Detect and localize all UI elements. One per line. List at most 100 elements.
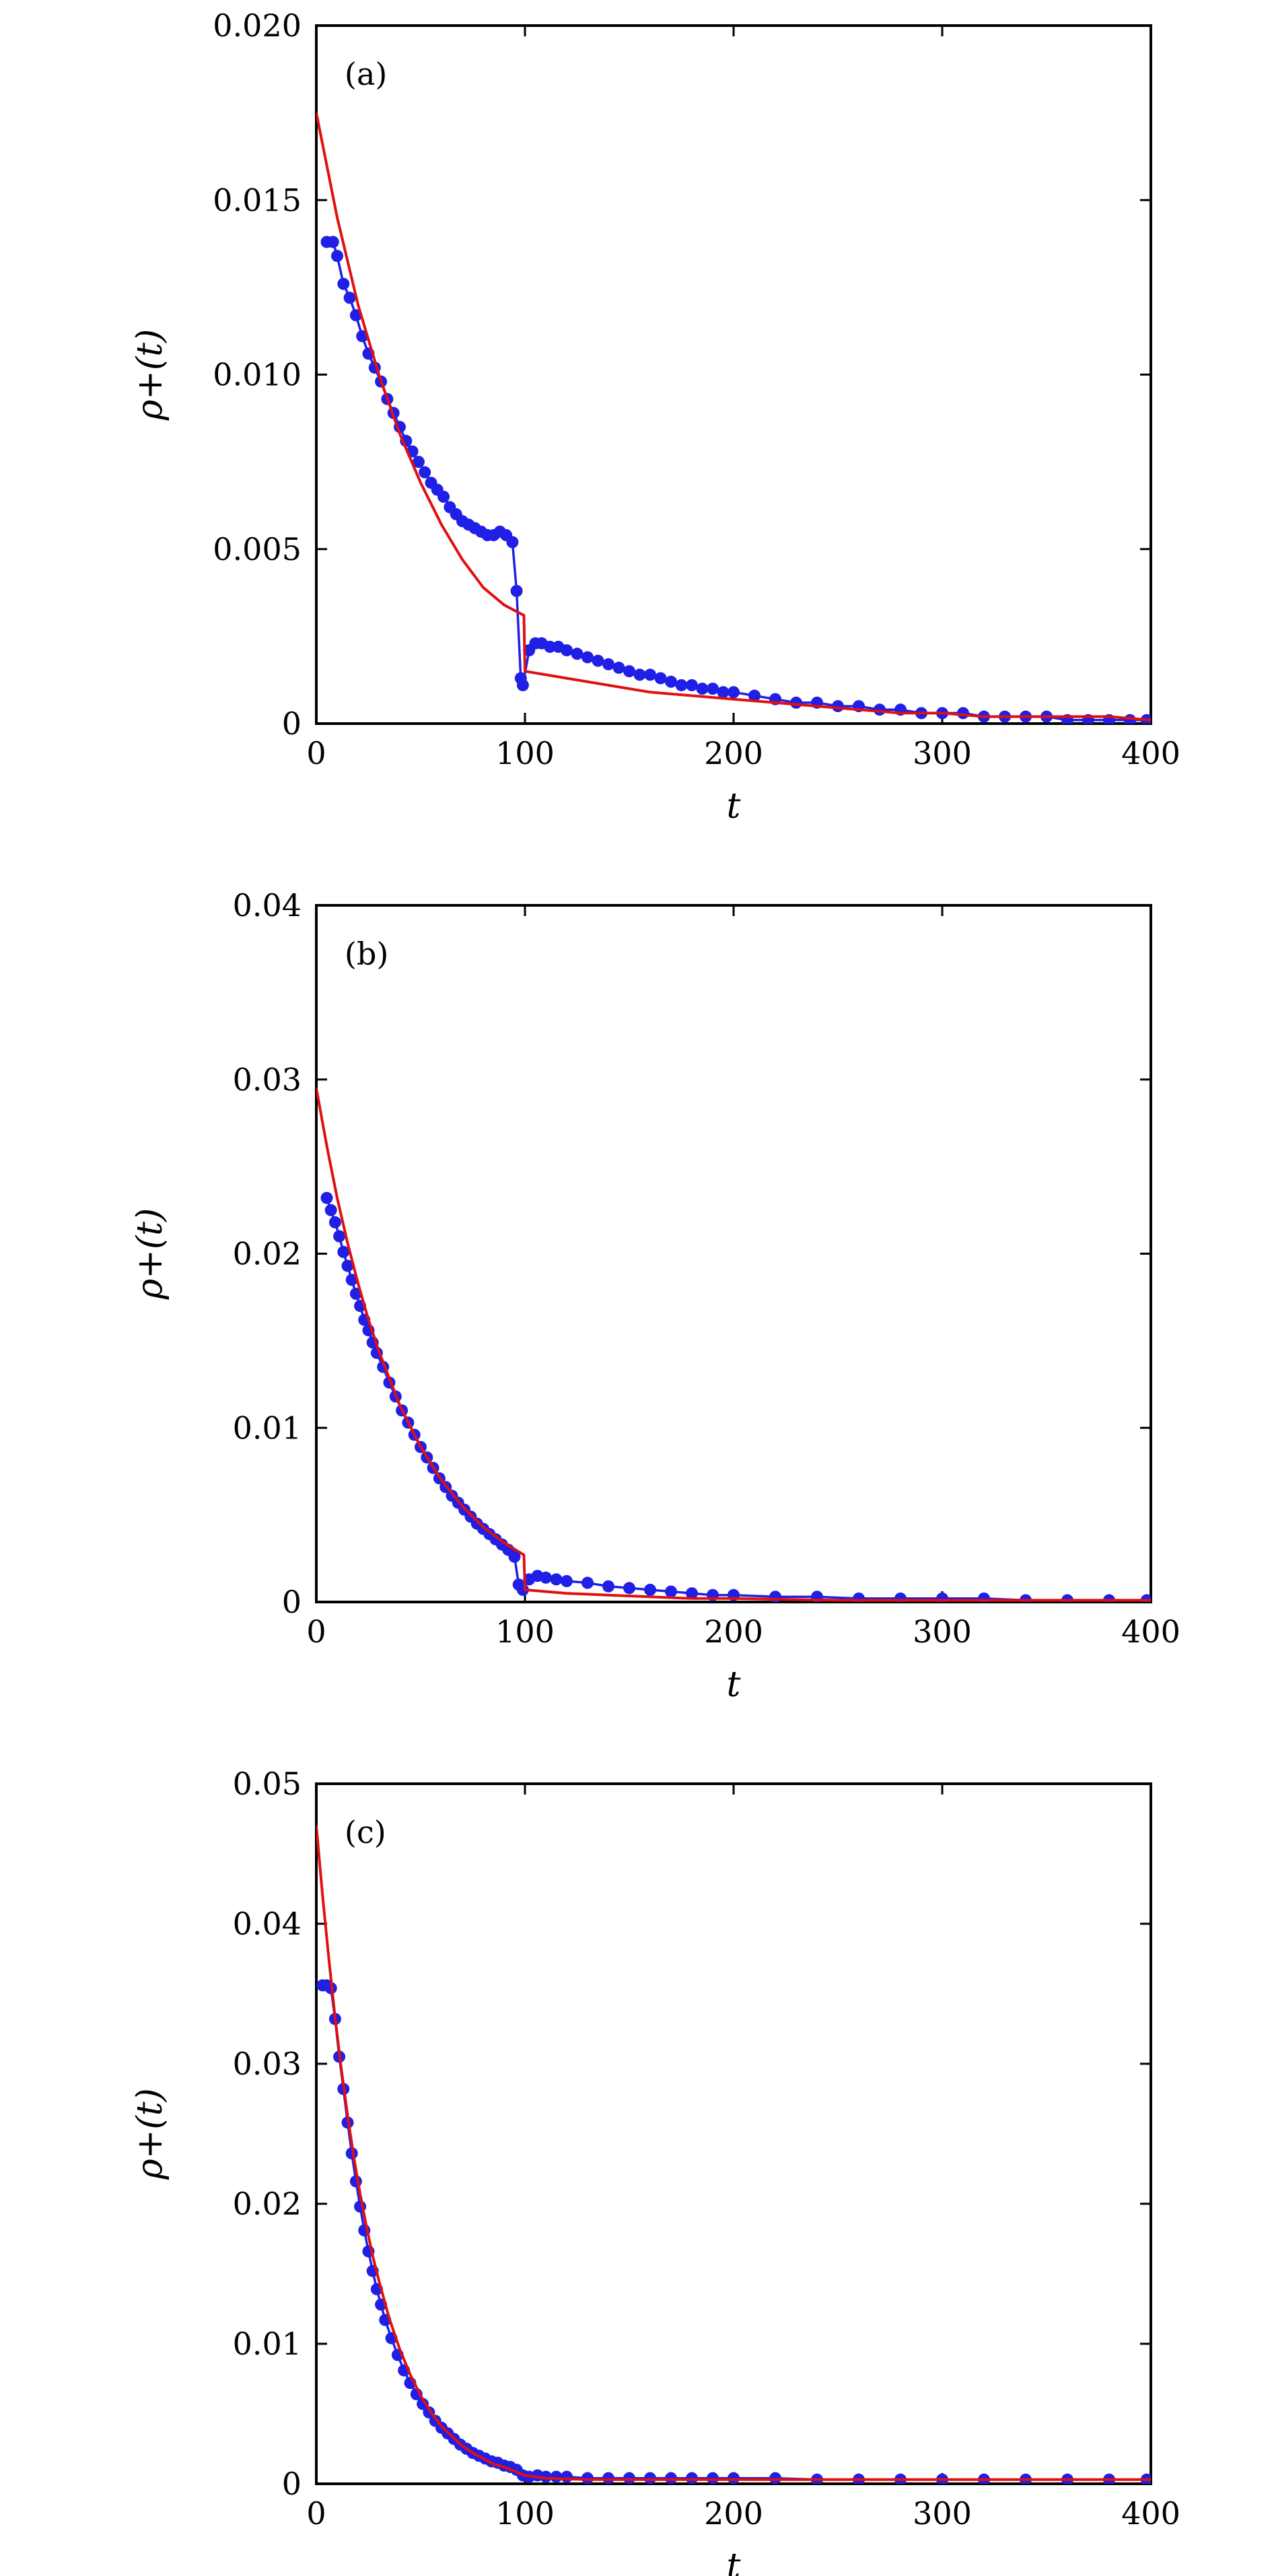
data-point	[508, 1550, 521, 1563]
y-tick-label: 0	[282, 1584, 302, 1620]
chart-panel: 0 100 200 300 400 0 0.01 0.02 0.03 0.04 t ρ+(t) (b)	[130, 887, 1180, 1705]
data-point	[790, 696, 802, 709]
x-axis-label: t	[727, 1665, 741, 1705]
x-tick-label: 200	[704, 1613, 763, 1650]
data-point	[957, 707, 969, 720]
data-point	[602, 658, 614, 670]
chart-panel: 0 100 200 300 400 0 0.005 0.010 0.015 0.020 t ρ+(t)…	[130, 7, 1180, 827]
data-point	[665, 1585, 677, 1598]
data-point	[602, 2472, 614, 2484]
x-tick-label: 200	[704, 2495, 763, 2532]
x-tick-label: 100	[495, 1613, 555, 1650]
data-point	[707, 683, 719, 695]
y-tick-label: 0.05	[233, 1766, 302, 1802]
data-point	[337, 277, 350, 290]
plot-frame	[315, 24, 1152, 725]
data-point	[644, 668, 656, 681]
data-point	[675, 678, 688, 691]
data-point	[686, 1587, 698, 1600]
y-tick-label: 0.005	[213, 531, 302, 567]
data-point	[510, 584, 523, 597]
y-tick-label: 0.020	[213, 7, 302, 44]
simulation-series	[320, 1191, 1151, 1602]
fit-curve-line	[316, 112, 1151, 722]
simulation-line	[322, 1984, 1147, 2481]
panel-label: (a)	[345, 56, 387, 92]
data-point	[644, 2472, 656, 2484]
data-point	[328, 1216, 341, 1228]
data-point	[516, 678, 529, 691]
data-point	[717, 686, 730, 699]
x-tick-label: 300	[913, 735, 972, 771]
simulation-line	[326, 240, 1147, 722]
y-tick-label: 0.03	[233, 1061, 302, 1098]
y-tick-label: 0.04	[233, 887, 302, 924]
plot-frame	[315, 1782, 1152, 2485]
data-point	[623, 1582, 635, 1595]
data-point	[333, 1230, 346, 1243]
x-tick-label: 0	[306, 1613, 326, 1650]
x-tick-label: 0	[306, 2495, 326, 2532]
x-tick-label: 400	[1121, 2495, 1180, 2532]
data-point	[419, 466, 431, 479]
data-point	[561, 2470, 573, 2483]
data-point	[417, 2398, 429, 2410]
data-point	[320, 1191, 333, 1204]
data-point	[769, 1591, 781, 1602]
y-tick-label: 0.015	[213, 182, 302, 218]
simulation-line	[325, 1197, 1147, 1602]
x-tick-label: 100	[495, 2495, 555, 2532]
data-point	[550, 2470, 563, 2483]
data-point	[665, 2472, 677, 2484]
data-point	[343, 291, 356, 304]
panel-label: (b)	[345, 936, 388, 972]
panel-label: (c)	[345, 1814, 386, 1850]
plot-frame	[315, 904, 1152, 1603]
data-point	[571, 648, 584, 660]
data-point	[506, 536, 519, 549]
fit-curve-line	[316, 1825, 1151, 2481]
x-axis-label: t	[727, 2546, 741, 2576]
y-tick-label: 0.03	[233, 2046, 302, 2082]
data-point	[728, 686, 740, 699]
data-point	[623, 2472, 635, 2484]
fit-curve-series	[316, 1088, 1151, 1602]
data-point	[544, 640, 557, 653]
y-tick-label: 0.02	[233, 1236, 302, 1272]
data-point	[341, 1259, 354, 1272]
data-point	[326, 236, 339, 248]
data-point	[581, 651, 594, 664]
x-tick-label: 400	[1121, 735, 1180, 771]
simulation-series	[316, 1979, 1151, 2484]
data-point	[633, 668, 646, 681]
fit-curve-line	[316, 1088, 1151, 1602]
data-point	[540, 1571, 552, 1584]
data-point	[337, 1245, 350, 1258]
y-tick-label: 0	[282, 2466, 302, 2502]
data-point	[644, 1583, 656, 1596]
data-point	[696, 683, 709, 695]
data-point	[654, 672, 667, 685]
y-tick-label: 0.01	[233, 1409, 302, 1446]
data-point	[561, 644, 573, 657]
y-axis-label: ρ+(t)	[130, 329, 170, 421]
fit-curve-series	[316, 1825, 1151, 2481]
data-point	[550, 1573, 563, 1586]
data-point	[612, 662, 625, 674]
data-point	[602, 1580, 614, 1593]
data-point	[769, 2472, 781, 2484]
y-tick-label: 0.01	[233, 2326, 302, 2362]
data-point	[623, 665, 635, 678]
data-point	[345, 1274, 358, 1286]
fit-curve-series	[316, 112, 1151, 722]
simulation-series	[320, 236, 1151, 724]
data-point	[540, 2470, 552, 2483]
data-point	[581, 1576, 594, 1589]
x-tick-label: 300	[913, 2495, 972, 2532]
data-point	[686, 678, 698, 691]
chart-panel: 0 100 200 300 400 0 0.01 0.02 0.03 0.04 0.05 t ρ+(t)…	[130, 1766, 1180, 2576]
data-point	[331, 250, 343, 263]
data-point	[728, 2472, 740, 2484]
data-point	[592, 654, 604, 667]
